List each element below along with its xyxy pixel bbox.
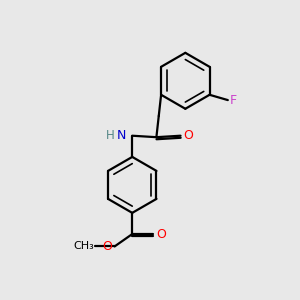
- Text: N: N: [116, 129, 126, 142]
- Text: CH₃: CH₃: [73, 242, 94, 251]
- Text: F: F: [230, 94, 237, 106]
- Text: O: O: [102, 240, 112, 253]
- Text: O: O: [183, 129, 193, 142]
- Text: H: H: [106, 129, 115, 142]
- Text: O: O: [156, 228, 166, 241]
